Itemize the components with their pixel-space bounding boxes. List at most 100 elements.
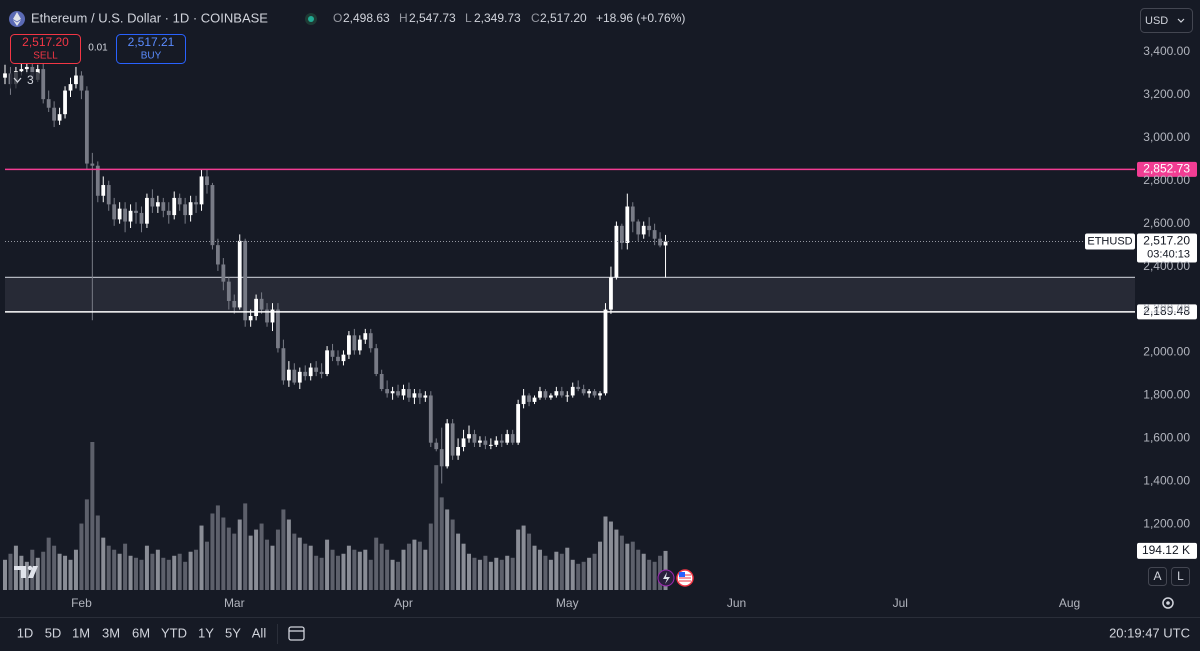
sell-button[interactable] [10, 34, 81, 64]
candle-body [19, 69, 24, 72]
volume-bar [215, 505, 220, 590]
range-button[interactable]: 5D [45, 625, 62, 640]
scale-button-label: A [1153, 569, 1161, 583]
settings-icon-center [1166, 601, 1170, 605]
volume-bar [194, 549, 199, 590]
candle-body [308, 367, 313, 377]
candle-body [434, 442, 439, 450]
y-tick-label: 2,200.00 [1143, 302, 1190, 316]
range-button[interactable]: 3M [102, 625, 120, 640]
volume-bar [183, 561, 188, 590]
candle-body [450, 423, 455, 456]
symbol-label: ETHUSD [1087, 235, 1132, 247]
level-label: 2,852.73 [1143, 162, 1190, 176]
volume-bar [319, 557, 324, 590]
volume-bar [232, 533, 237, 590]
volume-bar [516, 529, 521, 590]
range-button[interactable]: 6M [132, 625, 150, 640]
candle-body [652, 230, 657, 239]
volume-bar [352, 549, 357, 590]
ohlc-value: 2,498.63 [343, 11, 390, 25]
volume-bar [565, 547, 570, 590]
volume-bar [619, 535, 624, 590]
candle-body [286, 369, 291, 381]
market-status[interactable] [308, 16, 314, 22]
candle-body [538, 391, 542, 398]
candle-body [199, 176, 204, 205]
range-button[interactable]: 1M [72, 625, 90, 640]
sell-price: 2,517.20 [22, 35, 69, 49]
volume-bar [134, 557, 139, 590]
level-label: 2,189.48 [1143, 304, 1190, 318]
volume-bar [90, 442, 95, 590]
auto-scale-button[interactable] [1148, 567, 1167, 586]
clock[interactable]: 20:19:47 UTC [1109, 625, 1190, 640]
volume-bar [188, 551, 193, 590]
log-scale-button[interactable] [1171, 567, 1190, 586]
candle-body [3, 73, 7, 78]
candle-body [478, 440, 482, 443]
candle-body [254, 298, 259, 317]
volume-bar [210, 513, 215, 590]
x-tick-label: Aug [1059, 596, 1080, 610]
volume-bar [488, 561, 493, 590]
candle-body [570, 386, 575, 396]
indicators-toggle[interactable] [10, 72, 40, 90]
range-button[interactable]: YTD [161, 625, 187, 640]
range-button[interactable]: All [252, 625, 267, 640]
volume-bar [292, 533, 297, 590]
candle-body [630, 206, 635, 222]
logo-dot [27, 565, 33, 571]
candle-body [226, 281, 231, 301]
range-button[interactable]: 1Y [198, 625, 214, 640]
ohlc-key: O [333, 11, 342, 25]
candle-body [237, 240, 242, 308]
x-tick-label: Feb [71, 596, 92, 610]
date-range-icon[interactable] [288, 626, 305, 641]
candle-body [472, 434, 477, 443]
candle-body [641, 225, 646, 235]
ohlc-value: 2,517.20 [540, 11, 587, 25]
candle-body [423, 395, 428, 398]
volume-bar [270, 545, 275, 590]
candle-body [374, 348, 379, 374]
volume-bar [199, 525, 204, 590]
volume-bar [248, 535, 253, 590]
volume-bar [510, 557, 515, 590]
x-tick-label: Jun [727, 596, 746, 610]
symbol-title[interactable]: Ethereum / U.S. Dollar · 1D · COINBASE [31, 10, 268, 25]
candle-body [576, 386, 581, 390]
candle-body [183, 204, 188, 216]
settings-icon[interactable] [1162, 597, 1174, 609]
quantity[interactable]: 0.01 [88, 43, 108, 54]
volume-bar [254, 529, 259, 590]
volume-bar [3, 559, 7, 590]
volume-bar [527, 533, 532, 590]
candle-body [385, 389, 390, 394]
range-button[interactable]: 5Y [225, 625, 241, 640]
candle-body [336, 356, 340, 362]
candle-body [95, 165, 100, 196]
plot-area [3, 58, 1135, 590]
currency: USD [1145, 15, 1168, 27]
volume-bar [636, 549, 641, 590]
volume-bar [450, 519, 455, 590]
candle-body [112, 204, 117, 220]
volume-bar [614, 529, 619, 590]
ohlc-value: 2,349.73 [474, 11, 521, 25]
volume-bar [559, 553, 564, 590]
currency-select[interactable] [1140, 8, 1193, 33]
flag-canton [679, 572, 685, 577]
volume-bar [499, 559, 504, 590]
buy-label: BUY [141, 51, 162, 62]
volume-bar [73, 549, 78, 590]
range-button[interactable]: 1D [17, 625, 34, 640]
volume-bar [625, 543, 630, 590]
volume-bar [106, 545, 111, 590]
candle-body [347, 335, 351, 355]
ohlc-value: 2,547.73 [409, 11, 456, 25]
buy-button[interactable] [116, 34, 186, 64]
candle-body [84, 90, 89, 164]
candle-body [368, 333, 373, 349]
candle-body [63, 90, 67, 115]
